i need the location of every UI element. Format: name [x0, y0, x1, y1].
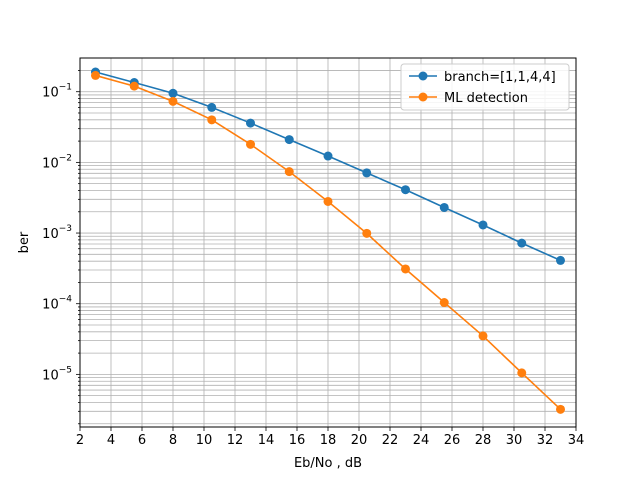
legend-item: ML detection	[409, 91, 528, 106]
data-point	[323, 196, 333, 206]
x-axis: 2 4 6 8 10 12 14 16 18 20 22 24 26 28 30 32 34	[76, 427, 584, 448]
y-tick-label: 10−1	[42, 83, 72, 101]
x-tick-label: 26	[444, 433, 461, 448]
legend-label: ML detection	[444, 91, 528, 106]
data-point	[129, 81, 139, 91]
x-tick-label: 12	[227, 433, 244, 448]
x-tick-label: 10	[196, 433, 213, 448]
x-tick-label: 4	[107, 433, 115, 448]
x-tick-label: 2	[76, 433, 84, 448]
data-point	[478, 220, 488, 230]
data-point	[401, 185, 410, 195]
y-tick-label: 10−2	[42, 153, 72, 171]
data-point	[401, 264, 410, 274]
data-point	[168, 88, 178, 98]
y-tick-label: 10−3	[42, 224, 72, 242]
data-point	[246, 139, 255, 149]
legend-label: branch=[1,1,4,4]	[444, 70, 556, 85]
x-tick-label: 6	[138, 433, 146, 448]
data-point	[517, 238, 527, 248]
series-layer	[91, 67, 565, 414]
legend: branch=[1,1,4,4] ML detection	[400, 63, 570, 111]
data-point	[439, 202, 449, 212]
data-point	[207, 115, 217, 125]
data-point	[439, 298, 449, 308]
legend-item: branch=[1,1,4,4]	[409, 70, 556, 85]
y-tick-label: 10−5	[42, 365, 72, 383]
data-point	[246, 118, 255, 128]
x-tick-label: 22	[382, 433, 399, 448]
x-tick-label: 8	[169, 433, 177, 448]
x-tick-label: 20	[351, 433, 368, 448]
x-tick-label: 24	[413, 433, 430, 448]
x-axis-label: Eb/No , dB	[294, 456, 362, 471]
legend-box	[400, 63, 570, 111]
data-point	[284, 135, 294, 145]
x-tick-label: 32	[537, 433, 554, 448]
data-point	[478, 331, 488, 341]
series-2	[91, 70, 565, 414]
data-point	[91, 70, 100, 80]
legend-marker	[418, 92, 428, 102]
x-tick-label: 16	[289, 433, 306, 448]
x-tick-label: 28	[475, 433, 492, 448]
data-point	[168, 96, 178, 106]
data-point	[362, 228, 372, 238]
y-axis: 10−5 10−4 10−3 10−2 10−1	[42, 70, 80, 425]
data-point	[556, 255, 565, 265]
x-tick-label: 30	[506, 433, 523, 448]
data-point	[284, 167, 294, 177]
x-tick-label: 18	[320, 433, 337, 448]
y-tick-label: 10−4	[42, 295, 72, 313]
data-point	[207, 102, 217, 112]
data-point	[362, 168, 372, 178]
data-point	[556, 404, 565, 414]
data-point	[517, 368, 527, 378]
x-tick-label: 34	[568, 433, 585, 448]
x-tick-label: 14	[258, 433, 275, 448]
data-point	[323, 151, 333, 161]
y-axis-label: ber	[17, 231, 32, 253]
legend-marker	[418, 71, 428, 81]
